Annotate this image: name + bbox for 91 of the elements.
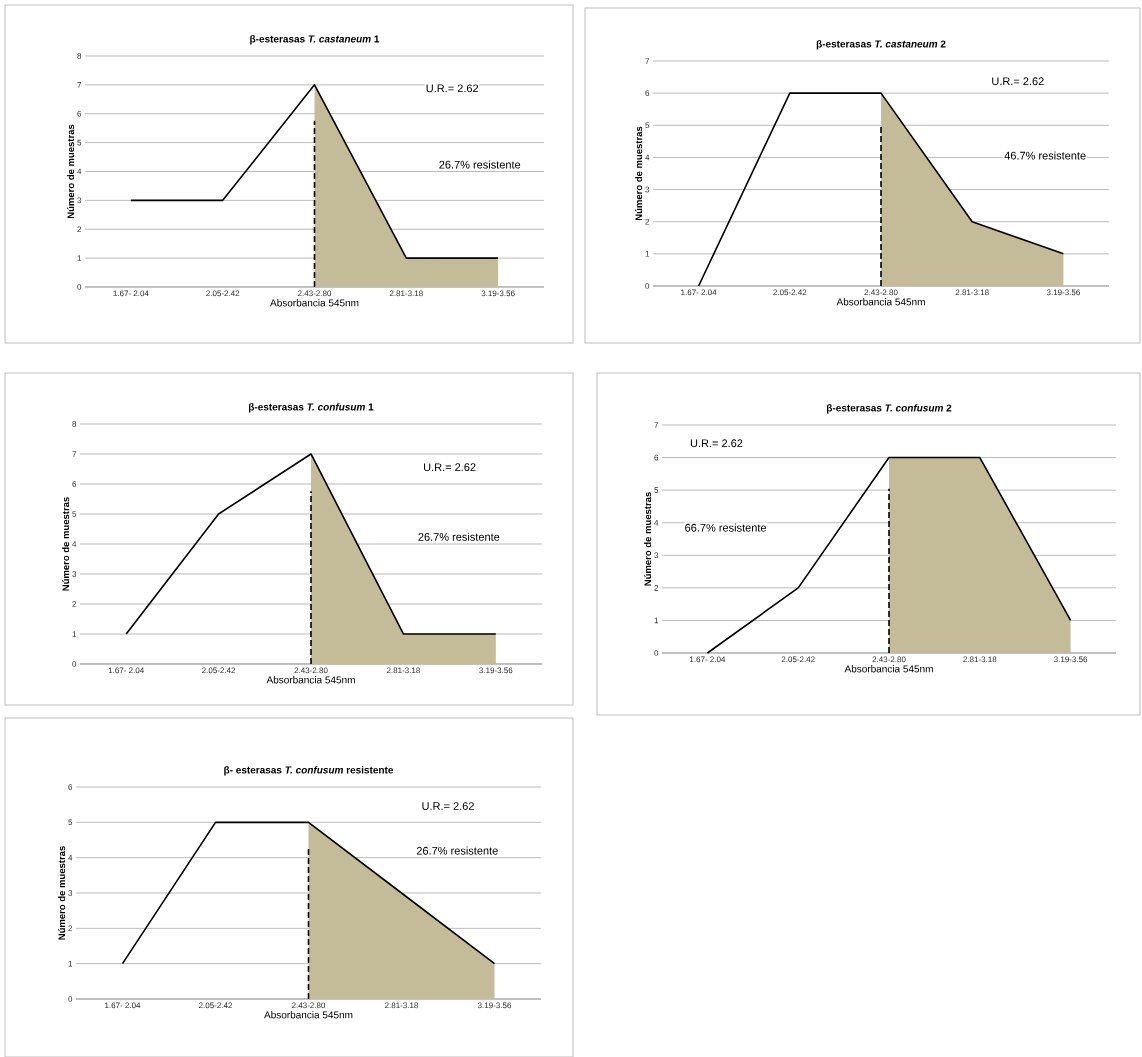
y-tick-label: 3 bbox=[645, 186, 650, 193]
y-tick-label: 1 bbox=[68, 960, 73, 967]
x-tick-label: 3.19-3.56 bbox=[1054, 656, 1088, 663]
x-tick-label: 1.67- 2.04 bbox=[681, 289, 717, 296]
x-tick-label: 2.43-2.80 bbox=[294, 667, 328, 674]
chart-title: β-esterasas T. confusum 1 bbox=[248, 403, 374, 413]
x-tick-label: 2.05-2.42 bbox=[199, 1002, 232, 1009]
y-tick-label: 6 bbox=[72, 481, 77, 487]
x-axis-title: Absorbancia 545nm bbox=[270, 299, 359, 307]
y-tick-label: 1 bbox=[654, 617, 659, 624]
y-tick-label: 7 bbox=[72, 451, 77, 457]
x-axis-title: Absorbancia 545nm bbox=[266, 676, 355, 684]
y-axis-title: Número de muestras bbox=[644, 492, 652, 586]
x-tick-label: 2.43-2.80 bbox=[864, 289, 898, 296]
y-tick-label: 3 bbox=[654, 552, 659, 559]
y-tick-label: 8 bbox=[77, 53, 82, 59]
y-tick-label: 4 bbox=[645, 154, 650, 161]
x-axis-title: Absorbancia 545nm bbox=[844, 665, 933, 673]
x-axis-title: Absorbancia 545nm bbox=[264, 1011, 353, 1019]
y-tick-label: 1 bbox=[645, 251, 650, 257]
y-tick-label: 8 bbox=[72, 421, 77, 427]
ref-line-label: U.R.= 2.62 bbox=[690, 439, 743, 448]
chart-title: β- esterasas T. confusum resistente bbox=[224, 766, 394, 776]
y-tick-label: 5 bbox=[68, 819, 73, 826]
y-tick-label: 6 bbox=[645, 90, 650, 96]
x-tick-label: 2.43-2.80 bbox=[872, 656, 906, 663]
y-tick-label: 4 bbox=[654, 519, 659, 526]
chart-title: β-esterasas T. castaneum 2 bbox=[816, 40, 946, 50]
y-tick-label: 4 bbox=[68, 854, 73, 861]
y-axis-title: Número de muestras bbox=[635, 126, 643, 221]
x-tick-label: 2.43-2.80 bbox=[298, 290, 332, 297]
y-tick-label: 5 bbox=[645, 122, 650, 129]
x-axis-title: Absorbancia 545nm bbox=[836, 298, 925, 306]
y-tick-label: 1 bbox=[72, 631, 77, 637]
y-tick-label: 0 bbox=[72, 661, 77, 667]
y-tick-label: 6 bbox=[77, 110, 82, 117]
y-tick-label: 7 bbox=[654, 422, 659, 428]
y-tick-label: 0 bbox=[654, 650, 659, 656]
y-tick-label: 0 bbox=[645, 283, 650, 289]
x-tick-label: 2.05-2.42 bbox=[773, 289, 807, 296]
x-tick-label: 2.81-3.18 bbox=[389, 290, 423, 297]
x-tick-label: 2.05-2.42 bbox=[206, 290, 240, 297]
x-tick-label: 3.19-3.56 bbox=[1046, 289, 1080, 296]
y-tick-label: 3 bbox=[77, 197, 82, 204]
y-tick-label: 2 bbox=[77, 226, 82, 233]
y-tick-label: 3 bbox=[68, 890, 73, 896]
x-tick-label: 3.19-3.56 bbox=[477, 1002, 512, 1009]
y-tick-label: 4 bbox=[77, 168, 82, 175]
y-tick-label: 1 bbox=[77, 255, 82, 261]
x-tick-label: 1.67- 2.04 bbox=[690, 656, 726, 663]
y-tick-label: 2 bbox=[645, 218, 650, 225]
ref-line-label: U.R.= 2.62 bbox=[992, 77, 1044, 86]
y-tick-label: 3 bbox=[72, 571, 77, 577]
x-tick-label: 1.67- 2.04 bbox=[113, 290, 149, 297]
chart-title: β-esterasas T. castaneum 1 bbox=[250, 35, 380, 45]
x-tick-label: 3.19-3.56 bbox=[479, 667, 513, 674]
ref-line-label: U.R.= 2.62 bbox=[424, 463, 476, 472]
x-tick-label: 2.05-2.42 bbox=[202, 667, 236, 674]
x-tick-label: 2.81-3.18 bbox=[963, 656, 997, 663]
chart-title: β-esterasas T. confusum 2 bbox=[827, 404, 952, 414]
ref-line-label: U.R.= 2.62 bbox=[422, 802, 474, 810]
ref-line-label: U.R.= 2.62 bbox=[426, 84, 479, 93]
annotation: 66.7% resistente bbox=[685, 523, 767, 532]
x-tick-label: 2.43-2.80 bbox=[292, 1002, 326, 1009]
y-tick-label: 0 bbox=[68, 996, 73, 1002]
y-tick-label: 6 bbox=[654, 454, 659, 461]
y-axis-title: Número de muestras bbox=[62, 497, 70, 591]
y-axis-title: Número de muestras bbox=[58, 846, 66, 940]
y-tick-label: 2 bbox=[72, 601, 77, 607]
annotation: 26.7% resistente bbox=[439, 160, 521, 169]
x-tick-label: 2.81-3.18 bbox=[385, 1002, 419, 1009]
x-tick-label: 1.67- 2.04 bbox=[108, 667, 144, 674]
y-axis-title: Número de muestras bbox=[67, 124, 75, 219]
x-tick-label: 3.19-3.56 bbox=[481, 290, 515, 297]
annotation: 26.7% resistente bbox=[418, 532, 500, 541]
y-tick-label: 5 bbox=[77, 139, 82, 146]
y-tick-label: 0 bbox=[77, 284, 82, 290]
x-tick-label: 1.67- 2.04 bbox=[105, 1002, 141, 1009]
x-tick-label: 2.05-2.42 bbox=[781, 656, 815, 663]
y-tick-label: 5 bbox=[72, 511, 77, 517]
annotation: 46.7% resistente bbox=[1004, 151, 1086, 160]
y-tick-label: 6 bbox=[68, 784, 73, 790]
y-tick-label: 7 bbox=[77, 82, 82, 88]
y-tick-label: 2 bbox=[654, 585, 659, 591]
y-tick-label: 5 bbox=[654, 487, 659, 493]
y-tick-label: 4 bbox=[72, 541, 77, 547]
x-tick-label: 2.81-3.18 bbox=[386, 667, 420, 674]
x-tick-label: 2.81-3.18 bbox=[955, 289, 989, 296]
y-tick-label: 7 bbox=[645, 58, 650, 64]
y-tick-label: 2 bbox=[68, 925, 73, 932]
annotation: 26.7% resistente bbox=[416, 846, 498, 855]
